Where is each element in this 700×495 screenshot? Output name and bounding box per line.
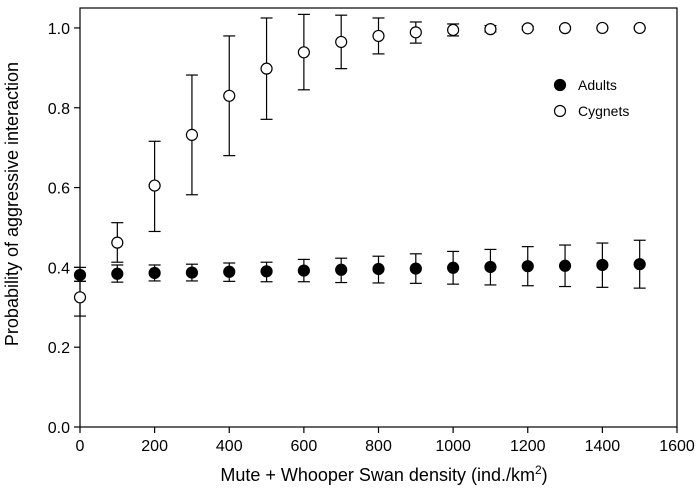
adults-point (335, 263, 348, 276)
cygnets-point (335, 35, 348, 49)
adults-point (372, 262, 385, 276)
cygnets-point (223, 89, 236, 102)
x-tick-label: 1000 (435, 438, 471, 455)
x-axis: 0 200 400 600 800 1000 1200 1400 1600 (76, 427, 695, 455)
adults-point (484, 260, 497, 274)
x-tick-label: 1600 (659, 438, 695, 455)
y-tick-label: 0.2 (48, 340, 70, 357)
y-tick-label: 0.6 (48, 181, 70, 198)
cygnets-point (409, 26, 422, 39)
adults-point (297, 264, 310, 277)
adults-point (73, 268, 87, 282)
cygnets-point (558, 22, 572, 35)
cygnets-point (521, 22, 534, 35)
x-axis-title: Mute + Whooper Swan density (ind./km2) (220, 463, 547, 485)
plot-border (79, 7, 678, 428)
x-tick-label: 800 (365, 438, 392, 455)
adults-point (260, 265, 273, 278)
x-tick-label: 1200 (510, 438, 546, 455)
cygnets-point (73, 291, 87, 304)
x-tick-label: 400 (216, 438, 243, 455)
cygnets-point (111, 236, 124, 249)
adults-legend-marker (553, 78, 567, 92)
legend: Adults Cygnets (553, 77, 629, 119)
y-tick-label: 0.0 (48, 420, 70, 437)
x-tick-label: 600 (291, 438, 318, 455)
adults-point (558, 259, 572, 272)
adults-point (409, 262, 422, 275)
plot-frame (79, 7, 678, 428)
x-tick-label: 0 (76, 438, 85, 455)
adults-legend-label: Adults (578, 77, 617, 93)
adults-point (633, 258, 646, 271)
cygnets-point (297, 46, 310, 59)
cygnets-legend-label: Cygnets (578, 103, 629, 119)
adults-point (223, 265, 236, 278)
cygnets-point (633, 21, 646, 35)
adults-point (521, 260, 534, 273)
cygnets-point (148, 179, 161, 192)
cygnets-point (596, 21, 609, 35)
adults-point (111, 267, 124, 280)
y-tick-label: 0.4 (48, 260, 70, 277)
adults-point (185, 266, 199, 279)
cygnets-point (372, 29, 385, 43)
data-points (73, 21, 646, 304)
adults-point (596, 258, 609, 272)
x-tick-label: 200 (141, 438, 168, 455)
x-tick-label: 1400 (585, 438, 621, 455)
cygnets-point (484, 23, 497, 36)
cygnets-legend-marker (553, 104, 567, 118)
adults-point (447, 261, 460, 274)
cygnets-point (185, 128, 199, 141)
cygnets-point (260, 62, 273, 75)
adults-point (148, 266, 161, 280)
y-tick-label: 1.0 (48, 21, 70, 38)
cygnets-point (447, 23, 460, 37)
y-axis-title: Probability of aggressive interaction (2, 62, 22, 346)
y-axis: 0.0 0.2 0.4 0.6 0.8 1.0 (48, 21, 80, 437)
y-tick-label: 0.8 (48, 101, 70, 118)
